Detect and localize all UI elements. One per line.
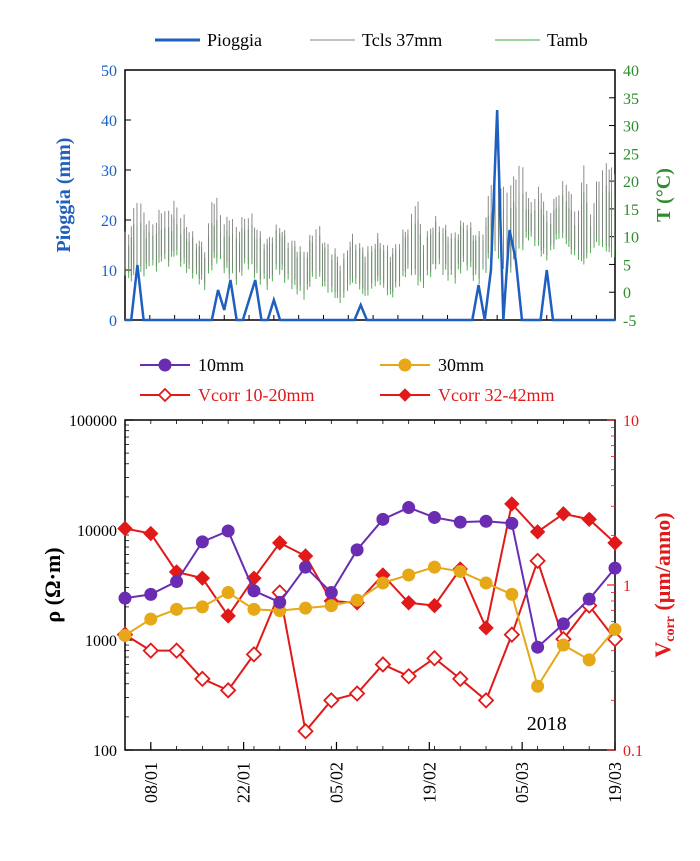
bottom-chart-frame <box>125 420 615 750</box>
x-tick-label: 08/01 <box>141 762 161 803</box>
x-tick-label: 22/01 <box>234 762 254 803</box>
yl-tick: 0 <box>109 313 117 330</box>
yr-tick: 15 <box>623 202 639 219</box>
legend-label: Pioggia <box>207 30 262 50</box>
yr-tick: 1 <box>623 578 631 595</box>
legend-label: 30mm <box>438 355 484 375</box>
legend-label: 10mm <box>198 355 244 375</box>
x-tick-label: 05/02 <box>326 762 346 803</box>
yr-tick: 30 <box>623 119 639 136</box>
yr-tick: 10 <box>623 413 639 430</box>
yr-tick: 35 <box>623 91 639 108</box>
yr-tick: 5 <box>623 257 631 274</box>
yl-tick: 100 <box>93 743 117 760</box>
yr-tick: 0.1 <box>623 743 643 760</box>
yl-label: ρ (Ω·m) <box>40 547 65 622</box>
yr-tick: 40 <box>623 63 639 80</box>
legend-label: Tcls 37mm <box>362 30 442 50</box>
x-tick-label: 19/03 <box>605 762 625 803</box>
yl-label: Pioggia (mm) <box>53 138 75 253</box>
yl-tick: 40 <box>101 113 117 130</box>
yr-tick: -5 <box>623 313 636 330</box>
yl-tick: 10000 <box>77 523 117 540</box>
yr-tick: 10 <box>623 230 639 247</box>
legend-label: Tamb <box>547 30 588 50</box>
year-annotation: 2018 <box>527 713 567 735</box>
legend-label: Vcorr 32-42mm <box>438 385 554 405</box>
x-tick-label: 05/03 <box>512 762 532 803</box>
yr-tick: 0 <box>623 285 631 302</box>
yl-tick: 20 <box>101 213 117 230</box>
yr-label: Vcorr (µm/anno) <box>650 512 678 657</box>
x-tick-label: 19/02 <box>419 762 439 803</box>
legend-label: Vcorr 10-20mm <box>198 385 314 405</box>
yr-label: T (°C) <box>653 168 675 222</box>
yr-tick: 20 <box>623 174 639 191</box>
yl-tick: 1000 <box>85 633 117 650</box>
yl-tick: 30 <box>101 163 117 180</box>
yr-tick: 25 <box>623 146 639 163</box>
yl-tick: 100000 <box>69 413 117 430</box>
yl-tick: 50 <box>101 63 117 80</box>
yl-tick: 10 <box>101 263 117 280</box>
